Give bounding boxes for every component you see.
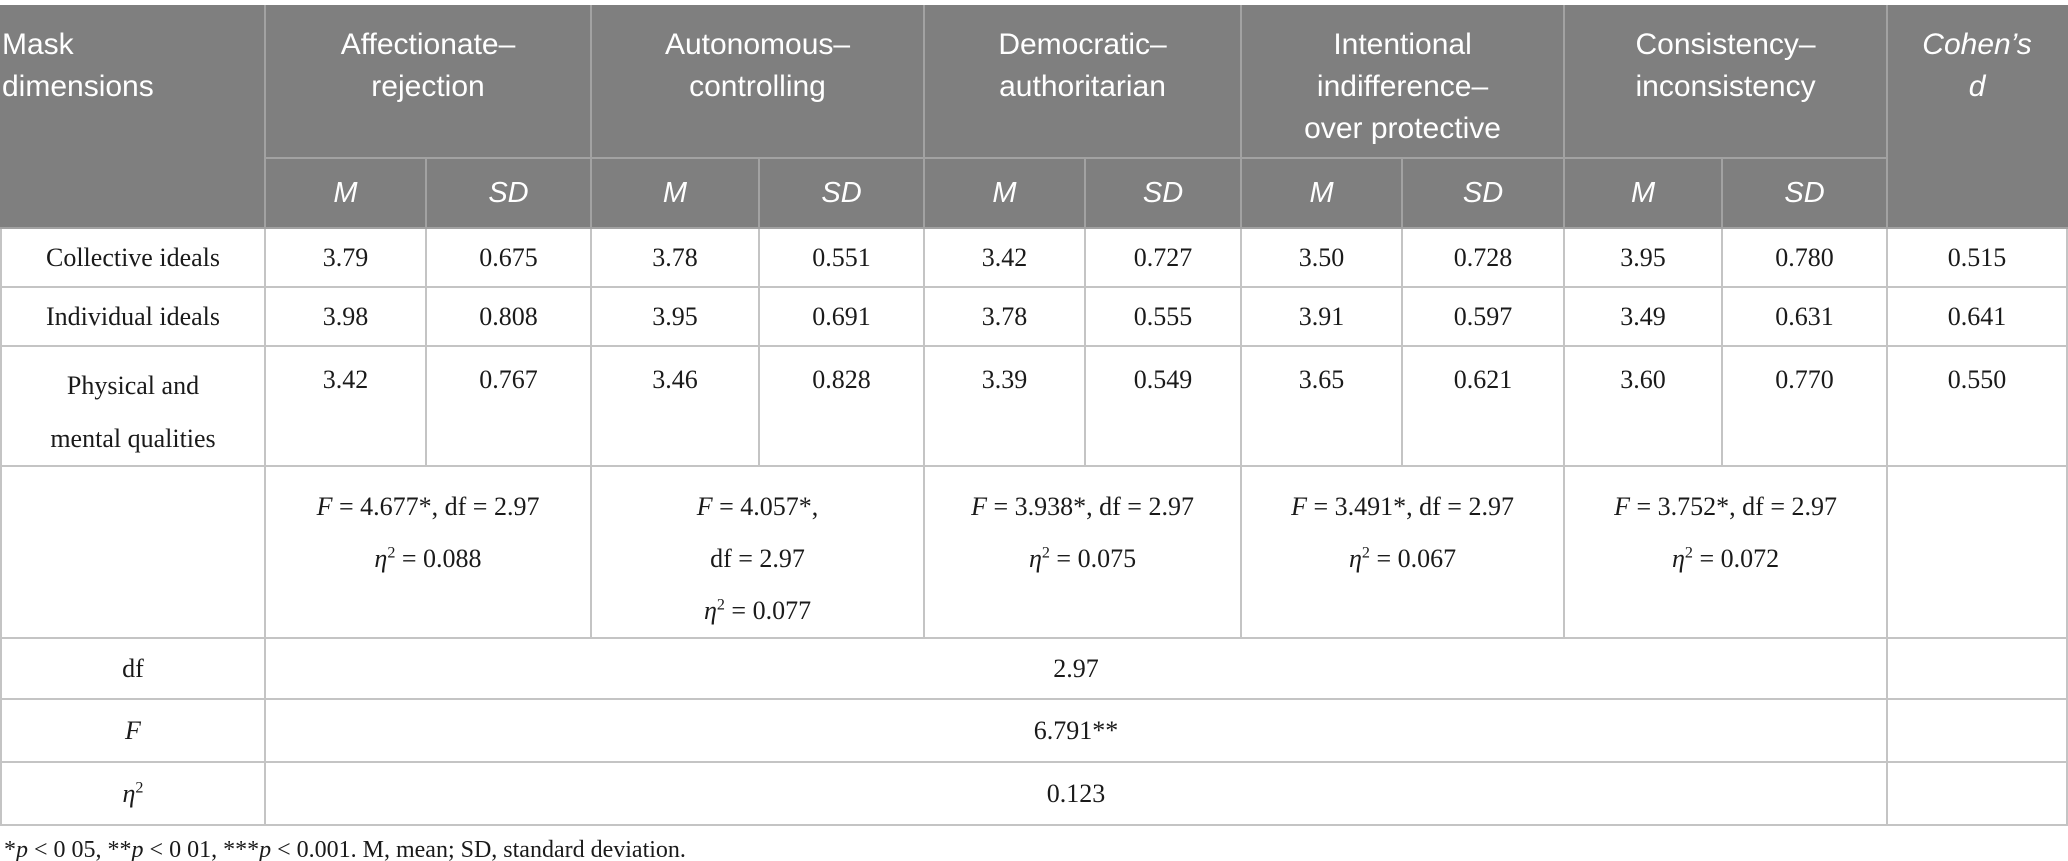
anova-line: η2 = 0.075 <box>1028 544 1137 573</box>
anova-results-table: Mask dimensions Affectionate– rejection Au… <box>0 5 2068 826</box>
column-group-intentional-indifference: Intentional indifference– over protective <box>1240 5 1566 159</box>
sd-cell: 0.675 <box>425 227 592 288</box>
table-row-collective-ideals: Collective ideals 3.79 0.675 3.78 0.551 … <box>0 227 2068 288</box>
m-cell: 3.91 <box>1240 286 1404 347</box>
empty-cell <box>0 465 266 639</box>
row-label: Collective ideals <box>0 227 266 288</box>
m-cell: 3.50 <box>1240 227 1404 288</box>
cohens-d-cell: 0.550 <box>1886 345 2068 467</box>
subheader-sd: SD <box>757 157 926 229</box>
row-label: Physical and mental qualities <box>0 345 266 467</box>
summary-label-f: F <box>0 698 266 763</box>
row-label: Individual ideals <box>0 286 266 347</box>
m-cell: 3.79 <box>264 227 427 288</box>
column-group-democratic-authoritarian: Democratic– authoritarian <box>923 5 1243 159</box>
empty-cell <box>1886 698 2068 763</box>
empty-cell <box>1886 761 2068 826</box>
table-row-anova-stats: F = 4.677*, df = 2.97 η2 = 0.088 F = 4.0… <box>0 465 2068 639</box>
sd-cell: 0.770 <box>1721 345 1889 467</box>
table-row-df: df 2.97 <box>0 637 2068 700</box>
sd-cell: 0.808 <box>425 286 592 347</box>
m-cell: 3.65 <box>1240 345 1404 467</box>
anova-line: F = 4.057*, <box>696 492 819 521</box>
anova-cell-autonomous: F = 4.057*, df = 2.97 η2 = 0.077 <box>589 465 926 639</box>
header-stat-row: M SD M SD M SD M SD M SD <box>1 157 2067 229</box>
sd-cell: 0.549 <box>1084 345 1243 467</box>
table-row-eta-squared: η2 0.123 <box>0 761 2068 826</box>
summary-value-eta-squared: 0.123 <box>263 761 1889 826</box>
sd-cell: 0.828 <box>757 345 926 467</box>
sd-cell: 0.691 <box>757 286 926 347</box>
empty-cell <box>1886 637 2068 700</box>
anova-cell-democratic: F = 3.938*, df = 2.97 η2 = 0.075 <box>923 465 1243 639</box>
anova-line: η2 = 0.088 <box>374 544 482 573</box>
m-cell: 3.95 <box>590 286 760 347</box>
empty-cell <box>1886 465 2068 639</box>
header-group-row: Mask dimensions Affectionate– rejection Au… <box>0 5 2068 229</box>
anova-line: η2 = 0.077 <box>703 596 812 625</box>
column-group-autonomous-controlling: Autonomous– controlling <box>589 5 926 159</box>
sd-cell: 0.621 <box>1401 345 1566 467</box>
sd-cell: 0.597 <box>1401 286 1566 347</box>
anova-cell-affectionate: F = 4.677*, df = 2.97 η2 = 0.088 <box>264 465 592 639</box>
m-cell: 3.60 <box>1563 345 1724 467</box>
m-cell: 3.98 <box>264 286 427 347</box>
cohens-d-cell: 0.515 <box>1886 227 2068 288</box>
sd-cell: 0.780 <box>1721 227 1889 288</box>
summary-label-df: df <box>0 637 266 700</box>
subheader-m: M <box>1240 157 1404 229</box>
anova-line: F = 3.938*, df = 2.97 <box>971 492 1194 521</box>
anova-line: F = 3.491*, df = 2.97 <box>1291 492 1514 521</box>
table-row-physical-mental-qualities: Physical and mental qualities 3.42 0.767 … <box>0 345 2068 467</box>
column-group-affectionate-rejection: Affectionate– rejection <box>264 5 592 159</box>
column-header-mask-dimensions: Mask dimensions <box>0 5 266 229</box>
m-cell: 3.49 <box>1563 286 1724 347</box>
m-cell: 3.95 <box>1563 227 1724 288</box>
table-footnote: *p < 0 05, **p < 0 01, ***p < 0.001. M, … <box>4 837 686 861</box>
anova-line: η2 = 0.067 <box>1348 544 1457 573</box>
cohens-d-cell: 0.641 <box>1886 286 2068 347</box>
anova-cell-consistency: F = 3.752*, df = 2.97 η2 = 0.072 <box>1563 465 1889 639</box>
anova-line: df = 2.97 <box>710 544 805 573</box>
column-group-consistency-inconsistency: Consistency– inconsistency <box>1563 5 1889 159</box>
summary-value-f: 6.791** <box>263 698 1889 763</box>
anova-line: F = 3.752*, df = 2.97 <box>1614 492 1837 521</box>
m-cell: 3.46 <box>590 345 760 467</box>
subheader-m: M <box>590 157 760 229</box>
sd-cell: 0.631 <box>1721 286 1889 347</box>
subheader-sd: SD <box>1401 157 1566 229</box>
m-cell: 3.42 <box>264 345 427 467</box>
subheader-m: M <box>923 157 1087 229</box>
sd-cell: 0.727 <box>1084 227 1243 288</box>
summary-label-eta-squared: η2 <box>0 761 266 826</box>
anova-line: η2 = 0.072 <box>1671 544 1780 573</box>
column-header-cohens-d: Cohen’s d <box>1886 5 2068 229</box>
table-row-f: F 6.791** <box>0 698 2068 763</box>
sd-cell: 0.728 <box>1401 227 1566 288</box>
anova-line: F = 4.677*, df = 2.97 <box>316 492 540 521</box>
subheader-m: M <box>264 157 427 229</box>
sd-cell: 0.555 <box>1084 286 1243 347</box>
m-cell: 3.39 <box>923 345 1087 467</box>
subheader-sd: SD <box>1084 157 1243 229</box>
sd-cell: 0.767 <box>425 345 592 467</box>
subheader-sd: SD <box>425 157 592 229</box>
subheader-m: M <box>1563 157 1724 229</box>
sd-cell: 0.551 <box>757 227 926 288</box>
m-cell: 3.78 <box>923 286 1087 347</box>
anova-cell-intentional: F = 3.491*, df = 2.97 η2 = 0.067 <box>1240 465 1566 639</box>
m-cell: 3.42 <box>923 227 1087 288</box>
m-cell: 3.78 <box>590 227 760 288</box>
summary-value-df: 2.97 <box>263 637 1889 700</box>
table-row-individual-ideals: Individual ideals 3.98 0.808 3.95 0.691 … <box>0 286 2068 347</box>
subheader-sd: SD <box>1721 157 1889 229</box>
